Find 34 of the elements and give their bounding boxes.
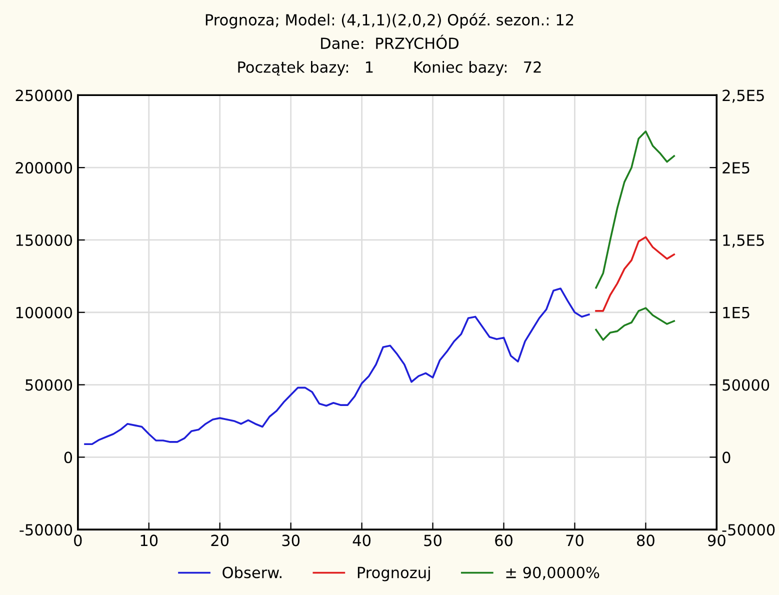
text: Początek bazy: 1 Koniec bazy: 72 — [238, 61, 541, 76]
x-tick-label: 0 — [74, 534, 82, 546]
legend-label: ± 90,0000% — [506, 566, 600, 580]
y2-tick-label: 0 — [722, 452, 730, 464]
legend-label: Obserw. — [222, 566, 282, 578]
y-tick-label: 150000 — [16, 234, 72, 246]
x-tick-label: 30 — [282, 534, 300, 546]
y-tick-label: 200000 — [16, 162, 72, 174]
x-tick-label: 70 — [566, 534, 584, 546]
line-series — [595, 236, 675, 312]
y2-tick-label: 50000 — [722, 379, 770, 391]
line-series — [595, 307, 675, 341]
y-tick-label: 100000 — [16, 306, 72, 318]
x-tick-label: 90 — [708, 534, 726, 546]
chart-subtitle: Dane: PRZYCHÓD — [321, 34, 458, 50]
y2-tick-label: 1,5E5 — [723, 234, 764, 248]
x-tick-label: 20 — [211, 534, 229, 546]
x-tick-label: 80 — [637, 534, 654, 546]
y2-tick-label: 2E5 — [722, 162, 750, 174]
line-series — [595, 130, 675, 289]
x-tick-label: 60 — [495, 534, 512, 546]
y2-tick-label: 2,5E5 — [722, 90, 764, 103]
chart-title: Prognoza; Model: (4,1,1)(2,0,2) Opóź. sezon.: 12 — [206, 13, 574, 29]
legend-label: Prognozuj — [358, 566, 430, 582]
x-tick-label: 50 — [424, 534, 442, 546]
y2-tick-label: 1E5 — [723, 307, 750, 318]
y-tick-label: 0 — [64, 452, 72, 464]
y-tick-label: -50000 — [20, 524, 72, 536]
line-series — [84, 288, 590, 446]
x-tick-label: 40 — [352, 534, 371, 546]
y2-tick-label: -50000 — [722, 524, 775, 536]
y-tick-label: 50000 — [26, 379, 72, 391]
y-tick-label: 250000 — [16, 90, 72, 102]
x-tick-label: 10 — [140, 534, 158, 546]
